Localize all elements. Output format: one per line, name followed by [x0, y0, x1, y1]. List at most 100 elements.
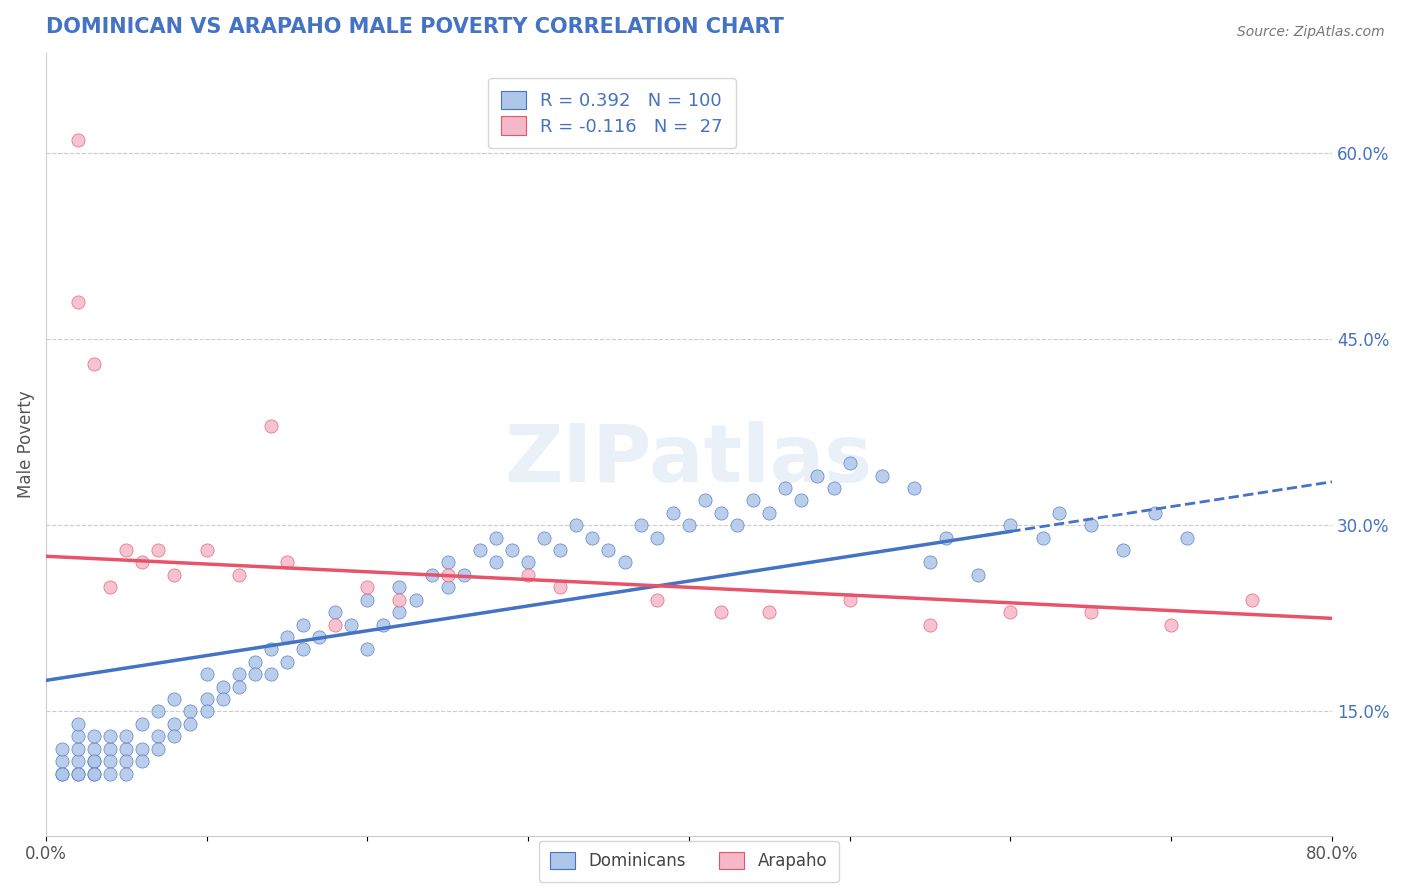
Point — [823, 481, 845, 495]
Point — [436, 556, 458, 570]
Text: ZIPatlas: ZIPatlas — [505, 421, 873, 500]
Point — [517, 556, 540, 570]
Point — [276, 655, 298, 669]
Point — [98, 754, 121, 768]
Text: DOMINICAN VS ARAPAHO MALE POVERTY CORRELATION CHART: DOMINICAN VS ARAPAHO MALE POVERTY CORREL… — [46, 17, 783, 37]
Point — [323, 617, 346, 632]
Point — [66, 294, 89, 309]
Point — [66, 729, 89, 743]
Point — [51, 741, 73, 756]
Legend: Dominicans, Arapaho: Dominicans, Arapaho — [538, 840, 839, 882]
Point — [163, 567, 186, 582]
Point — [66, 741, 89, 756]
Point — [436, 567, 458, 582]
Point — [163, 717, 186, 731]
Point — [548, 580, 571, 594]
Point — [598, 543, 620, 558]
Point — [66, 717, 89, 731]
Point — [260, 418, 283, 433]
Point — [243, 667, 266, 681]
Point — [356, 592, 378, 607]
Y-axis label: Male Poverty: Male Poverty — [17, 391, 35, 499]
Point — [98, 741, 121, 756]
Point — [98, 729, 121, 743]
Point — [693, 493, 716, 508]
Point — [340, 617, 363, 632]
Point — [83, 766, 105, 780]
Point — [533, 531, 555, 545]
Point — [373, 617, 395, 632]
Point — [1240, 592, 1263, 607]
Point — [83, 754, 105, 768]
Point — [918, 556, 941, 570]
Point — [356, 580, 378, 594]
Point — [388, 580, 411, 594]
Point — [115, 766, 138, 780]
Point — [260, 642, 283, 657]
Point — [485, 531, 508, 545]
Point — [453, 567, 475, 582]
Point — [918, 617, 941, 632]
Point — [83, 766, 105, 780]
Point — [131, 717, 153, 731]
Point — [645, 592, 668, 607]
Point — [148, 729, 170, 743]
Point — [758, 605, 780, 619]
Point — [1175, 531, 1198, 545]
Point — [228, 567, 250, 582]
Point — [323, 605, 346, 619]
Point — [195, 667, 218, 681]
Point — [565, 518, 588, 533]
Point — [228, 667, 250, 681]
Point — [436, 580, 458, 594]
Point — [710, 506, 733, 520]
Point — [1144, 506, 1167, 520]
Point — [195, 543, 218, 558]
Point — [838, 456, 860, 470]
Point — [678, 518, 700, 533]
Point — [66, 766, 89, 780]
Point — [388, 592, 411, 607]
Point — [51, 766, 73, 780]
Point — [66, 766, 89, 780]
Point — [195, 692, 218, 706]
Point — [148, 741, 170, 756]
Point — [98, 766, 121, 780]
Point — [260, 667, 283, 681]
Point — [935, 531, 957, 545]
Point — [292, 642, 315, 657]
Point — [1032, 531, 1054, 545]
Point — [356, 642, 378, 657]
Point — [179, 705, 201, 719]
Point — [148, 705, 170, 719]
Point — [517, 567, 540, 582]
Point — [742, 493, 765, 508]
Point — [83, 741, 105, 756]
Point — [775, 481, 797, 495]
Point — [967, 567, 990, 582]
Point — [115, 729, 138, 743]
Point — [292, 617, 315, 632]
Point — [405, 592, 427, 607]
Point — [83, 729, 105, 743]
Point — [51, 766, 73, 780]
Point — [1047, 506, 1070, 520]
Point — [1000, 518, 1022, 533]
Point — [903, 481, 925, 495]
Point — [501, 543, 523, 558]
Text: Source: ZipAtlas.com: Source: ZipAtlas.com — [1237, 25, 1385, 39]
Point — [115, 543, 138, 558]
Point — [66, 133, 89, 147]
Point — [485, 556, 508, 570]
Point — [211, 692, 233, 706]
Point — [276, 630, 298, 644]
Point — [308, 630, 330, 644]
Point — [645, 531, 668, 545]
Point — [1160, 617, 1182, 632]
Point — [758, 506, 780, 520]
Point — [388, 605, 411, 619]
Point — [51, 754, 73, 768]
Point — [148, 543, 170, 558]
Point — [838, 592, 860, 607]
Point — [211, 680, 233, 694]
